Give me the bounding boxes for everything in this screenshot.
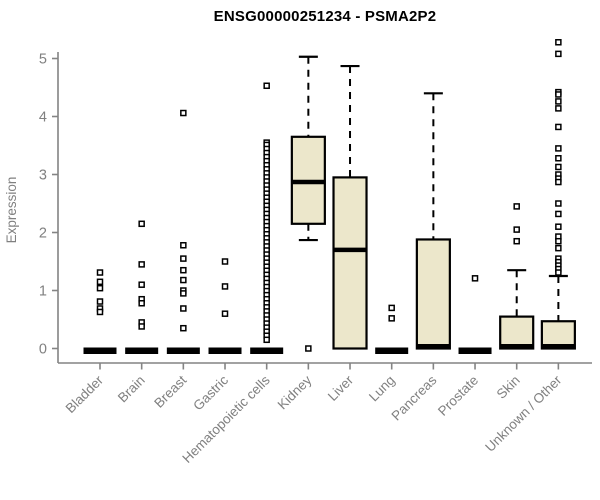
flat-box-prostate bbox=[458, 347, 492, 354]
outlier-point-skin bbox=[513, 203, 520, 210]
flat-box-hematopoietic-cells bbox=[250, 347, 284, 354]
outlier-point-breast bbox=[180, 324, 187, 332]
outlier-point-unknown-other bbox=[555, 105, 562, 112]
outlier-point-bladder bbox=[96, 308, 104, 316]
outlier-point-brain bbox=[138, 281, 145, 288]
x-category-label: Brain bbox=[115, 373, 148, 406]
outlier-point-kidney bbox=[305, 345, 312, 352]
outlier-point-breast bbox=[180, 242, 187, 249]
outlier-point-unknown-other bbox=[555, 123, 562, 131]
outlier-point-unknown-other bbox=[555, 237, 562, 245]
outlier-point-bladder bbox=[96, 284, 104, 292]
y-tick-label: 5 bbox=[39, 52, 47, 68]
outlier-point-unknown-other bbox=[555, 98, 562, 105]
outlier-point-unknown-other bbox=[555, 50, 562, 58]
outlier-point-breast bbox=[180, 276, 187, 284]
x-category-label: Unknown / Other bbox=[482, 372, 565, 455]
outlier-point-unknown-other bbox=[555, 210, 562, 218]
outlier-point-unknown-other bbox=[555, 163, 562, 171]
x-category-label: Skin bbox=[494, 373, 523, 402]
outlier-point-skin bbox=[513, 226, 520, 233]
outlier-point-brain bbox=[138, 261, 145, 268]
y-tick-label: 3 bbox=[39, 168, 47, 184]
y-tick-label: 2 bbox=[39, 226, 47, 242]
outlier-point-bladder bbox=[96, 298, 104, 305]
outlier-point-unknown-other bbox=[555, 223, 562, 230]
flat-box-brain bbox=[125, 347, 159, 354]
outlier-point-breast bbox=[180, 266, 187, 274]
x-category-label: Lung bbox=[366, 373, 398, 405]
outlier-point-bladder bbox=[96, 269, 104, 276]
outlier-point-bladder bbox=[96, 278, 104, 286]
outlier-point-breast bbox=[180, 255, 187, 262]
outlier-point-lung bbox=[388, 304, 395, 312]
outlier-point-unknown-other bbox=[555, 91, 562, 98]
outlier-point-hematopoietic-cells bbox=[263, 336, 270, 344]
outlier-point-unknown-other bbox=[555, 145, 562, 152]
x-category-label: Bladder bbox=[63, 372, 107, 416]
box-skin bbox=[499, 315, 535, 350]
y-tick-label: 0 bbox=[39, 342, 47, 358]
x-category-label: Liver bbox=[325, 372, 357, 404]
box-pancreas bbox=[415, 238, 451, 350]
chart-title: ENSG00000251234 - PSMA2P2 bbox=[213, 8, 437, 25]
outlier-point-hematopoietic-cells bbox=[263, 82, 270, 90]
flat-box-bladder bbox=[83, 347, 117, 354]
outlier-point-brain bbox=[138, 323, 145, 330]
outlier-point-unknown-other bbox=[555, 155, 562, 162]
outlier-point-lung bbox=[388, 315, 395, 322]
outlier-point-brain bbox=[138, 220, 145, 228]
outlier-point-breast bbox=[180, 109, 187, 117]
outlier-point-unknown-other bbox=[555, 178, 562, 186]
outlier-point-prostate bbox=[471, 275, 479, 282]
x-category-label: Breast bbox=[151, 372, 189, 410]
x-category-label: Kidney bbox=[275, 372, 315, 412]
outlier-point-unknown-other bbox=[555, 39, 562, 46]
outlier-point-unknown-other bbox=[555, 244, 562, 252]
x-category-label: Prostate bbox=[435, 373, 481, 419]
x-category-label: Pancreas bbox=[389, 372, 440, 423]
outlier-point-breast bbox=[180, 305, 187, 312]
outlier-point-brain bbox=[138, 300, 145, 307]
outlier-point-unknown-other bbox=[555, 269, 562, 276]
y-tick-label: 1 bbox=[39, 284, 47, 300]
outlier-point-unknown-other bbox=[555, 200, 562, 207]
outlier-point-breast bbox=[180, 290, 187, 297]
box-liver bbox=[332, 176, 368, 350]
flat-box-breast bbox=[166, 347, 200, 354]
outlier-point-gastric bbox=[221, 258, 229, 265]
outlier-point-gastric bbox=[221, 283, 229, 290]
flat-box-lung bbox=[375, 347, 409, 354]
outlier-point-gastric bbox=[221, 310, 229, 317]
y-tick-label: 4 bbox=[39, 110, 47, 126]
flat-box-gastric bbox=[208, 347, 242, 354]
outlier-point-skin bbox=[513, 237, 520, 245]
x-category-label: Gastric bbox=[190, 372, 231, 413]
y-axis-label: Expression bbox=[4, 177, 19, 244]
